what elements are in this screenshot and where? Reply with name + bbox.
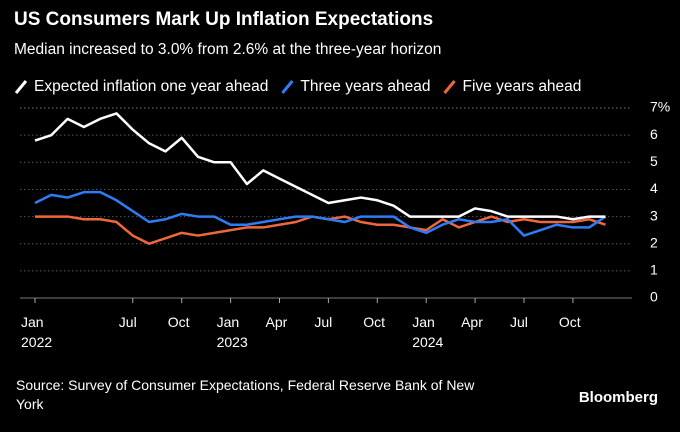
brand: Bloomberg: [579, 389, 658, 406]
x-tick-label: Jan 2024: [412, 314, 444, 350]
y-tick-label: 4: [650, 180, 658, 196]
legend-label: Five years ahead: [463, 78, 582, 95]
y-tick-label: 6: [650, 126, 658, 142]
series-line: [34, 190, 607, 237]
y-tick-label: 2: [650, 234, 658, 250]
x-tick-label: Jan 2022: [21, 314, 53, 350]
legend-swatch: [281, 80, 294, 94]
x-tick-label: Oct: [363, 314, 386, 330]
chart-subtitle: Median increased to 3.0% from 2.6% at th…: [14, 41, 441, 58]
legend-label: Three years ahead: [300, 78, 430, 95]
x-tick-label: Apr: [265, 314, 288, 330]
x-tick-label: Jul: [118, 314, 137, 330]
x-tick-label: Jan 2023: [216, 314, 248, 350]
y-tick-label: 7%: [650, 99, 670, 115]
source: Source: Survey of Consumer Expectations,…: [16, 377, 475, 412]
y-tick-label: 5: [650, 153, 658, 169]
y-tick-label: 3: [650, 207, 658, 223]
x-tick-label: Apr: [461, 314, 483, 330]
y-tick-label: 1: [650, 262, 658, 278]
x-tick-label: Jul: [510, 314, 528, 330]
legend-label: Expected inflation one year ahead: [34, 78, 268, 95]
x-tick-label: Oct: [558, 314, 581, 330]
series-line: [34, 112, 606, 221]
legend-swatch: [14, 80, 28, 94]
x-tick-label: Jul: [314, 314, 333, 330]
y-tick-label: 0: [650, 289, 658, 305]
chart-title: US Consumers Mark Up Inflation Expectati…: [14, 9, 433, 30]
legend-swatch: [443, 80, 456, 94]
x-tick-label: Oct: [167, 314, 190, 330]
